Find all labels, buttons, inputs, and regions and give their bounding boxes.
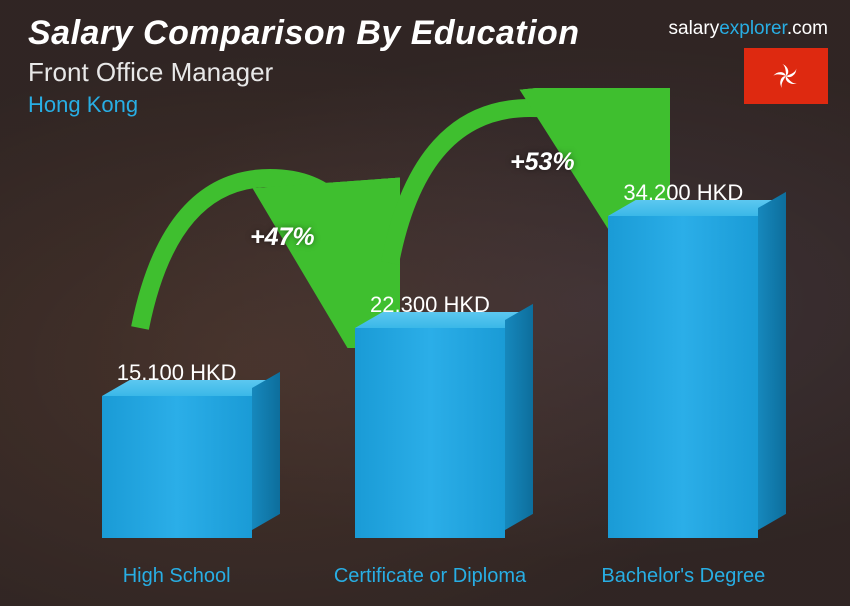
category-label: High School — [77, 564, 277, 588]
page-title: Salary Comparison By Education — [28, 14, 580, 53]
brand-pre: salary — [669, 18, 720, 39]
category-label: Certificate or Diploma — [330, 564, 530, 588]
bar-shape — [355, 328, 505, 538]
brand-suf: .com — [787, 18, 828, 39]
bar-shape — [608, 216, 758, 538]
bars-container: 15,100 HKD 22,300 HKD 34,200 HKD — [50, 168, 810, 538]
bar-bachelors-degree: 34,200 HKD — [583, 180, 783, 538]
brand-mid: explorer — [719, 18, 787, 39]
flag-hong-kong — [744, 48, 828, 104]
page-subtitle: Front Office Manager — [28, 57, 580, 88]
category-label: Bachelor's Degree — [583, 564, 783, 588]
bar-certificate-diploma: 22,300 HKD — [330, 292, 530, 538]
brand-logo: salaryexplorer.com — [669, 18, 828, 40]
bauhinia-icon — [768, 58, 804, 94]
bar-high-school: 15,100 HKD — [77, 360, 277, 538]
salary-chart: +47% +53% 15,100 HKD 22,300 HKD 34,200 H… — [50, 148, 810, 588]
bar-shape — [102, 396, 252, 538]
category-labels: High School Certificate or Diploma Bache… — [50, 564, 810, 588]
